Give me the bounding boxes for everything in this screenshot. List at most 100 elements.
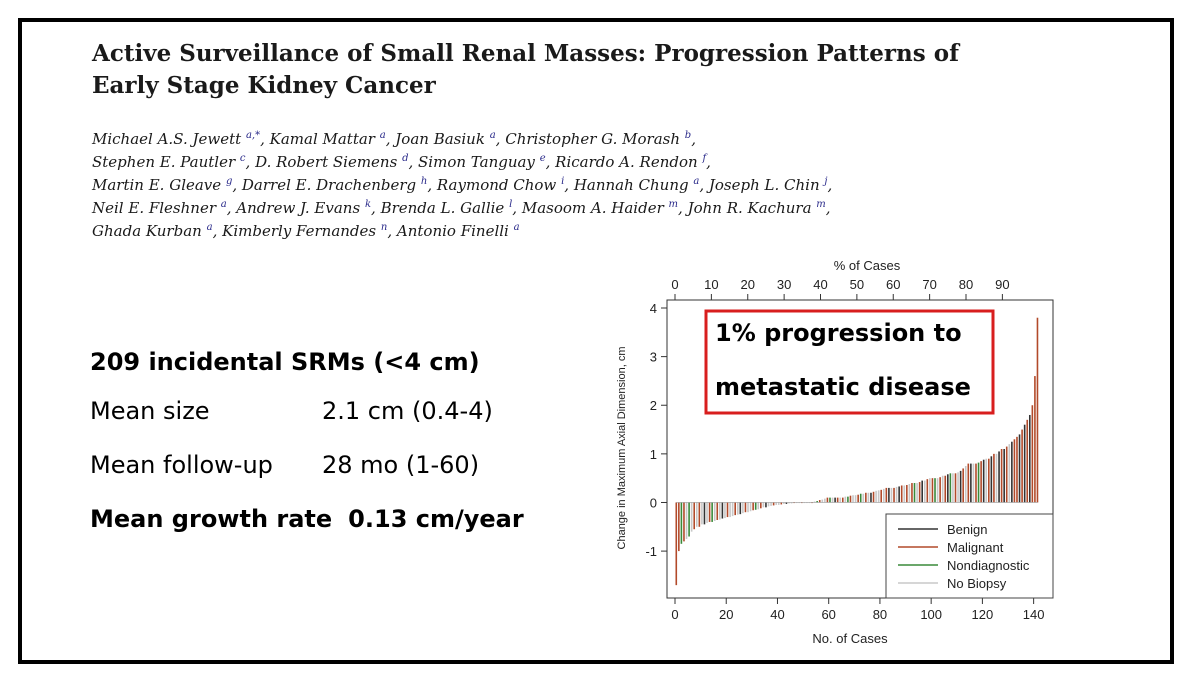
data-bar [913,483,916,503]
data-bar [947,474,949,503]
author-name: D. Robert Siemens [255,153,398,171]
author-line: Neil E. Fleshner a, Andrew J. Evans k, B… [92,199,831,217]
data-bar [844,496,847,503]
data-bar [736,502,739,515]
data-bar [1005,446,1008,503]
data-bar [1023,424,1026,503]
data-bar [957,472,959,503]
author-affiliation: b [684,130,692,141]
data-bar [1031,405,1034,503]
data-bar [934,478,936,503]
data-bar [944,475,947,503]
author-name: Kamal Mattar [269,130,375,148]
data-bar [849,495,852,503]
data-bar [982,459,985,503]
data-bar [931,478,934,503]
data-bar [975,463,977,503]
data-bar [1021,429,1023,503]
data-bar [726,502,729,518]
y-tick-label: 2 [650,398,657,413]
top-axis-label: % of Cases [834,258,901,273]
data-bar [839,497,842,503]
data-bar [916,483,918,503]
data-bar [903,485,906,503]
data-bar [967,463,970,503]
legend-box [885,513,1054,599]
data-bar [877,490,880,503]
top-tick-label: 0 [671,277,678,292]
data-bar [734,502,736,516]
data-bar [831,497,834,503]
author-affiliation: a [206,222,213,233]
data-bar [911,483,913,503]
data-bar [988,458,990,503]
data-bar [813,501,816,503]
author-name: Masoom A. Haider [521,199,664,217]
y-tick-label: 0 [650,495,657,510]
top-tick-label: 80 [959,277,973,292]
top-tick-label: 40 [813,277,827,292]
author-name: Kimberly Fernandes [222,222,377,240]
data-bar [836,497,839,503]
x-tick-label: 140 [1023,607,1045,622]
data-bar [706,502,708,523]
author-name: Martin E. Gleave [92,176,222,194]
data-bar [783,502,785,504]
data-bar [898,486,900,503]
data-bar [826,497,829,503]
data-bar [752,502,754,511]
top-tick-label: 60 [886,277,900,292]
author-name: Raymond Chow [436,176,557,194]
data-bar [900,485,903,503]
data-bar [772,502,775,506]
data-bar [985,458,988,503]
data-bar [867,492,870,503]
paper-title-line: Early Stage Kidney Cancer [92,72,436,99]
data-bar [918,482,921,503]
data-bar [724,502,726,519]
data-bar [1008,444,1011,503]
data-bar [1026,419,1029,503]
data-bar [760,502,762,509]
author-name: Hannah Chung [573,176,689,194]
data-bar [959,470,962,503]
data-bar [703,502,706,525]
legend-label: Nondiagnostic [947,558,1030,573]
data-bar [929,478,931,503]
data-bar [964,466,967,503]
stat-row-mean-follow-up: Mean follow-up 28 mo (1-60) [90,438,524,492]
data-bar [713,502,716,521]
author-affiliation: m [816,199,826,210]
author-affiliation: i [561,176,565,187]
top-tick-label: 50 [850,277,864,292]
data-bar [895,486,898,503]
author-affiliation: a [489,130,496,141]
y-tick-label: 3 [650,350,657,365]
author-affiliation: a,* [245,130,261,141]
data-bar [719,502,721,520]
data-bar [1018,434,1021,503]
data-bar [1013,439,1016,503]
data-bar [767,502,770,507]
author-name: Brenda L. Gallie [380,199,505,217]
data-bar [870,492,872,503]
data-bar [693,502,696,530]
data-bar [788,502,790,504]
y-axis-label: Change in Maximum Axial Dimension, cm [616,347,628,550]
y-tick-label: -1 [645,544,657,559]
data-bar [821,499,824,503]
x-tick-label: 0 [671,607,678,622]
author-affiliation: l [509,199,513,210]
author-name: Michael A.S. Jewett [92,130,242,148]
top-tick-label: 90 [995,277,1009,292]
stat-row-mean-growth-rate: Mean growth rate 0.13 cm/year [90,492,524,546]
author-name: Joseph L. Chin [708,176,820,194]
data-bar [688,502,690,537]
stat-value: 28 mo (1-60) [322,451,480,479]
author-affiliation: k [364,199,372,210]
x-tick-label: 80 [873,607,887,622]
data-bar [780,502,783,505]
stat-label: Mean follow-up [90,451,273,479]
data-bar [865,492,867,503]
